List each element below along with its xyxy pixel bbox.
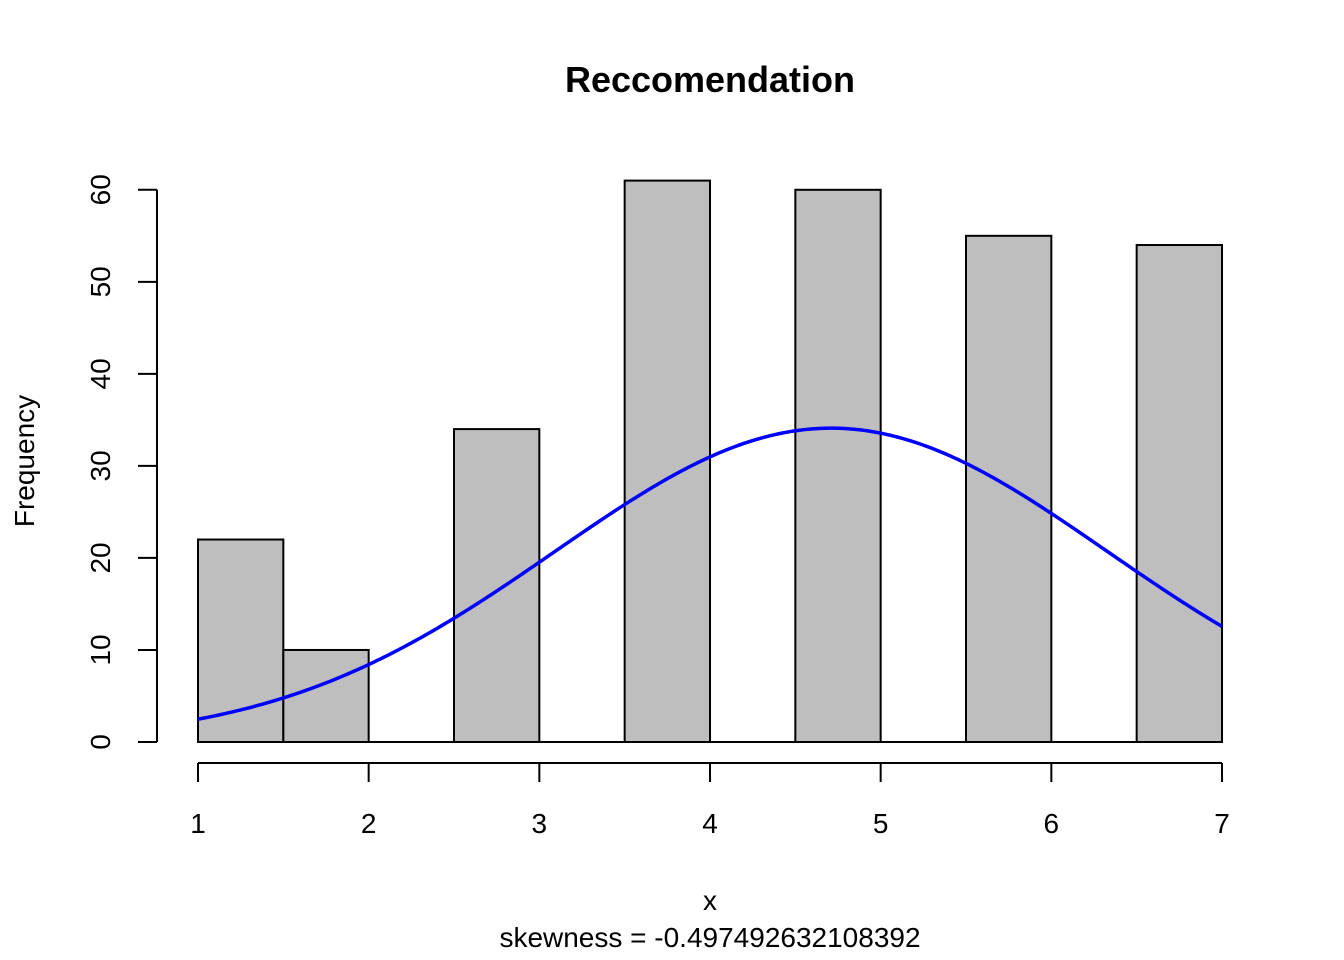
x-tick-label: 6 (1044, 808, 1060, 839)
histogram-bar (623, 179, 712, 743)
chart-title: Reccomendation (565, 59, 855, 100)
y-tick-label: 10 (85, 634, 116, 665)
x-tick-label: 2 (361, 808, 377, 839)
histogram-bar (965, 234, 1053, 743)
y-tick-label: 0 (85, 734, 116, 750)
density-curve (197, 426, 1223, 721)
y-tick-label: 60 (85, 174, 116, 205)
histogram-bar (282, 648, 370, 744)
y-tick-label: 40 (85, 358, 116, 389)
x-axis-label: x (703, 885, 717, 916)
x-tick-label: 1 (190, 808, 206, 839)
bars-group (197, 179, 1223, 744)
y-axis-label: Frequency (9, 395, 40, 527)
x-tick-label: 5 (873, 808, 889, 839)
x-tick-label: 7 (1214, 808, 1230, 839)
y-tick-label: 20 (85, 542, 116, 573)
y-ticks-group: 0 10 20 30 40 50 60 (85, 174, 157, 750)
x-tick-label: 4 (702, 808, 718, 839)
histogram-bar (453, 428, 541, 743)
y-tick-label: 50 (85, 266, 116, 297)
x-ticks-group: 1 2 3 4 5 6 7 (190, 763, 1230, 839)
x-axis-sublabel: skewness = -0.497492632108392 (499, 922, 920, 953)
histogram-bar (794, 188, 882, 744)
histogram-bar (1135, 244, 1223, 744)
y-tick-label: 30 (85, 450, 116, 481)
x-tick-label: 3 (532, 808, 548, 839)
